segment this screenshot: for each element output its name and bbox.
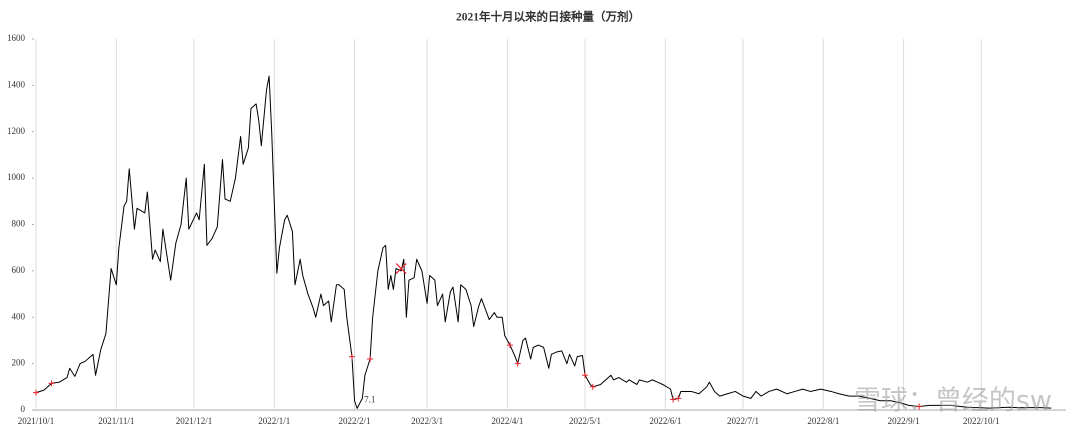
highlight-marker [589, 383, 596, 390]
highlight-marker [48, 380, 55, 387]
y-tick-label: 1600 [7, 33, 26, 43]
y-tick-label: 1400 [7, 79, 26, 89]
x-tick-label: 2021/12/1 [176, 416, 213, 426]
highlight-marker [675, 395, 682, 402]
y-tick-label: 800 [12, 219, 26, 229]
x-tick-label: 2022/3/1 [411, 416, 443, 426]
y-tick-label: 1200 [7, 126, 26, 136]
x-tick-label: 2022/8/1 [807, 416, 839, 426]
x-tick-label: 2022/4/1 [491, 416, 523, 426]
highlight-marker [670, 396, 677, 403]
y-tick-label: 1000 [7, 172, 26, 182]
annotation: 7.1 [364, 394, 375, 404]
highlight-marker [33, 389, 39, 396]
x-tick-label: 2022/2/1 [339, 416, 371, 426]
highlight-marker [916, 403, 923, 410]
x-tick-label: 2022/7/1 [727, 416, 759, 426]
highlight-marker [514, 360, 521, 367]
y-tick-label: 200 [12, 358, 26, 368]
marker-stroke [395, 263, 407, 274]
x-tick-label: 2021/10/1 [18, 416, 55, 426]
y-tick-label: 400 [12, 311, 26, 321]
highlight-marker [348, 353, 355, 360]
x-tick-label: 2022/1/1 [258, 416, 290, 426]
chart-title: 2021年十月以来的日接种量（万剂） [456, 10, 640, 24]
line [35, 75, 1052, 409]
cross-marker [395, 263, 407, 274]
x-tick-label: 2022/5/1 [569, 416, 601, 426]
highlight-marker [582, 372, 589, 379]
x-tick-label: 2021/11/1 [98, 416, 134, 426]
y-tick-label: 600 [12, 265, 26, 275]
highlight-marker [367, 355, 374, 362]
y-tick-label: 0 [21, 404, 26, 414]
x-tick-label: 2022/10/1 [963, 416, 1000, 426]
watermark: 雪球：曾经的sw [854, 386, 1052, 417]
x-tick-label: 2022/9/1 [888, 416, 920, 426]
highlight-marker [506, 342, 513, 349]
x-tick-label: 2022/6/1 [649, 416, 681, 426]
